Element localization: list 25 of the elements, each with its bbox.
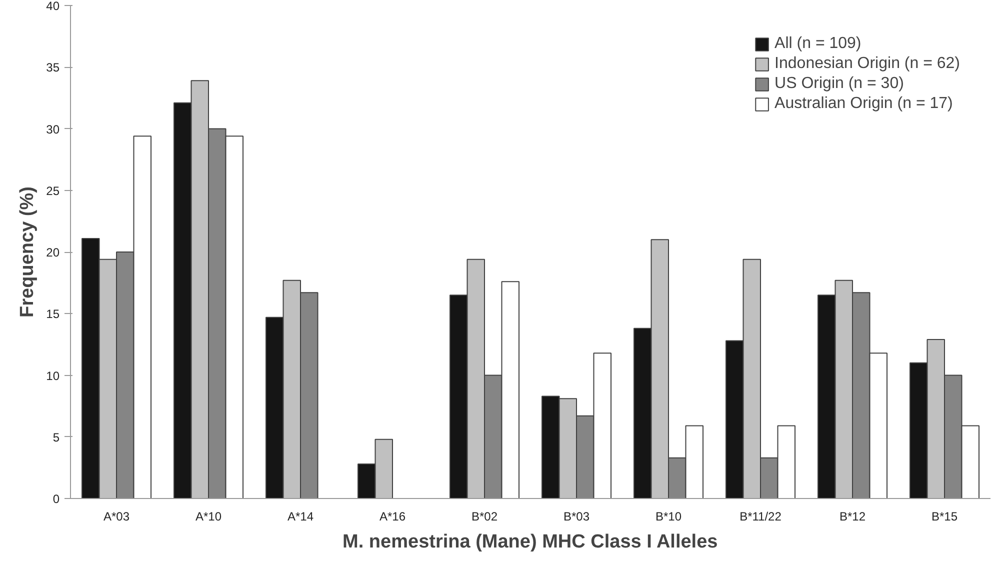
y-tick-label: 5 — [52, 430, 60, 444]
legend-label: US Origin (n = 30) — [774, 75, 904, 93]
x-tick-label: B*15 — [931, 510, 958, 524]
legend-label: Indonesian Origin (n = 62) — [774, 55, 960, 73]
x-tick-label: B*11/22 — [740, 510, 782, 524]
y-tick-label: 35 — [46, 60, 60, 75]
x-tick-label: A*03 — [103, 510, 130, 524]
x-tick-label: B*12 — [839, 510, 866, 524]
x-tick-label: A*10 — [195, 510, 222, 524]
y-axis-title: Frequency (%) — [17, 186, 38, 318]
x-tick-label: B*02 — [471, 510, 498, 524]
x-tick-label: A*14 — [287, 510, 314, 524]
x-tick-label: A*16 — [379, 510, 406, 524]
y-tick-label: 15 — [46, 307, 60, 322]
y-tick-label: 25 — [46, 184, 60, 198]
y-tick-label: 20 — [46, 246, 60, 260]
legend-label: All (n = 109) — [774, 35, 862, 53]
y-tick-label: 0 — [52, 492, 60, 506]
x-axis-title: M. nemestrina (Mane) MHC Class I Alleles — [342, 532, 718, 552]
y-tick-label: 40 — [46, 0, 60, 13]
x-tick-label: B*10 — [655, 510, 682, 524]
y-tick-label: 30 — [46, 122, 60, 136]
legend-label: Australian Origin (n = 17) — [774, 95, 953, 113]
x-tick-label: B*03 — [563, 510, 590, 524]
y-tick-label: 10 — [46, 368, 60, 383]
